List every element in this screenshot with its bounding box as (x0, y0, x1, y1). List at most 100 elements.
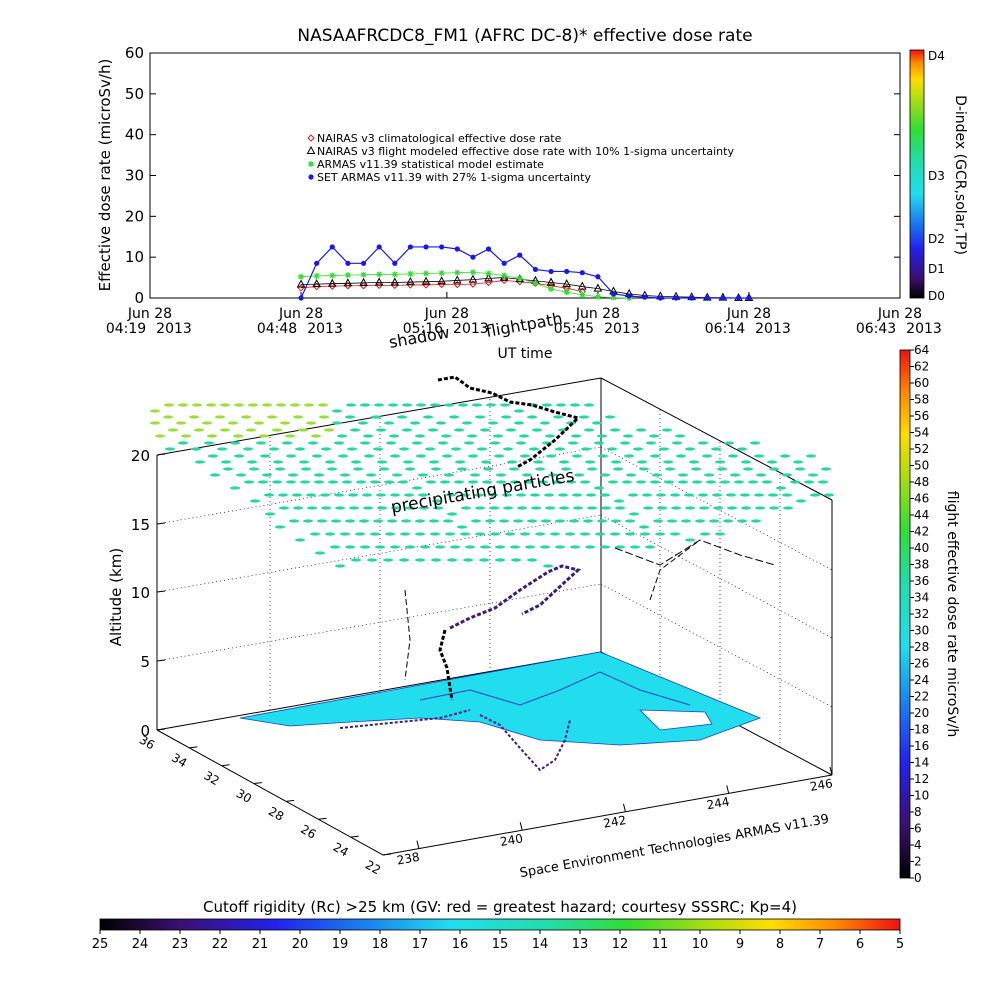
particle (345, 415, 355, 419)
3d-z-axis: 0 5 10 15 20 (131, 447, 166, 740)
particle (360, 545, 370, 549)
particle (650, 480, 660, 484)
particle (572, 493, 582, 497)
particle (730, 473, 740, 477)
particle (691, 467, 701, 471)
projection-line-right (649, 539, 701, 601)
particle (178, 403, 188, 407)
particle (667, 519, 677, 523)
dose-tick-label: 24 (914, 673, 929, 687)
x3d-tick-label: 240 (499, 831, 524, 849)
particle (546, 454, 556, 458)
particle (706, 480, 716, 484)
series-point-1 (390, 277, 400, 286)
particle (397, 415, 407, 419)
particle (314, 480, 324, 484)
series-point-3 (407, 244, 414, 250)
dose-tick-label: 8 (914, 805, 922, 819)
particle (685, 538, 695, 542)
particle (457, 525, 467, 529)
particle (319, 415, 329, 419)
particle (328, 480, 338, 484)
particle (485, 519, 495, 523)
top-series-group (296, 244, 754, 301)
particle (592, 421, 602, 425)
series-point-0 (484, 278, 493, 287)
dose-tick-label: 58 (914, 393, 929, 407)
particle (444, 473, 454, 477)
particle (540, 421, 550, 425)
series-point-2 (313, 272, 320, 279)
particle (286, 454, 296, 458)
particle (412, 486, 422, 490)
series-point-0 (453, 280, 461, 289)
particle (502, 493, 512, 497)
series-point-2 (391, 271, 398, 278)
dindex-tick-label: D3 (928, 169, 945, 183)
series-point-3 (298, 295, 304, 301)
particle (230, 441, 240, 445)
particle (552, 480, 562, 484)
particle (670, 532, 680, 536)
y3d-tick (382, 853, 392, 856)
particle (624, 454, 634, 458)
particle (762, 480, 772, 484)
particle (584, 403, 594, 407)
particle (483, 467, 493, 471)
particle (665, 467, 675, 471)
particle (373, 447, 383, 451)
particle (304, 403, 314, 407)
particle (514, 409, 524, 413)
particle (292, 493, 302, 497)
series-line-3 (300, 246, 749, 299)
particle (320, 493, 330, 497)
dose-tick-label: 28 (914, 640, 929, 654)
particle (659, 447, 669, 451)
particle (768, 493, 778, 497)
series-point-2 (376, 271, 383, 278)
particle (458, 403, 468, 407)
particle (383, 558, 393, 562)
series-point-1 (452, 275, 462, 284)
dindex-tick-label: D1 (928, 262, 945, 276)
particle (220, 428, 230, 432)
particle (520, 454, 530, 458)
particle (516, 441, 526, 445)
particle (208, 454, 218, 458)
series-point-3 (376, 244, 382, 250)
particle (611, 519, 621, 523)
particle (150, 409, 160, 413)
series-point-1 (421, 276, 431, 285)
particle (191, 447, 201, 451)
x3d-tick (829, 766, 833, 776)
particle (460, 532, 470, 536)
particle (299, 460, 309, 464)
particle (230, 486, 240, 490)
particle (717, 467, 727, 471)
particle (399, 447, 409, 451)
series-point-3 (392, 260, 398, 266)
particle (165, 447, 175, 451)
particle (600, 545, 610, 549)
particle (347, 447, 357, 451)
particle (646, 441, 656, 445)
particle (223, 467, 233, 471)
particle (754, 454, 764, 458)
particle (362, 493, 372, 497)
particle (465, 545, 475, 549)
particle (471, 519, 481, 523)
particle (327, 467, 337, 471)
particle (655, 532, 665, 536)
particle (279, 506, 289, 510)
particle (806, 454, 816, 458)
particle (769, 506, 779, 510)
particle (275, 467, 285, 471)
dose-tick-label: 0 (914, 871, 922, 885)
series-point-3 (485, 246, 492, 252)
top-x-tick-date: Jun 28 (278, 306, 323, 322)
particle (553, 415, 563, 419)
top-y-tick-label: 30 (125, 167, 144, 185)
series-point-3 (360, 260, 367, 266)
particle (586, 493, 596, 497)
particle (415, 519, 425, 523)
